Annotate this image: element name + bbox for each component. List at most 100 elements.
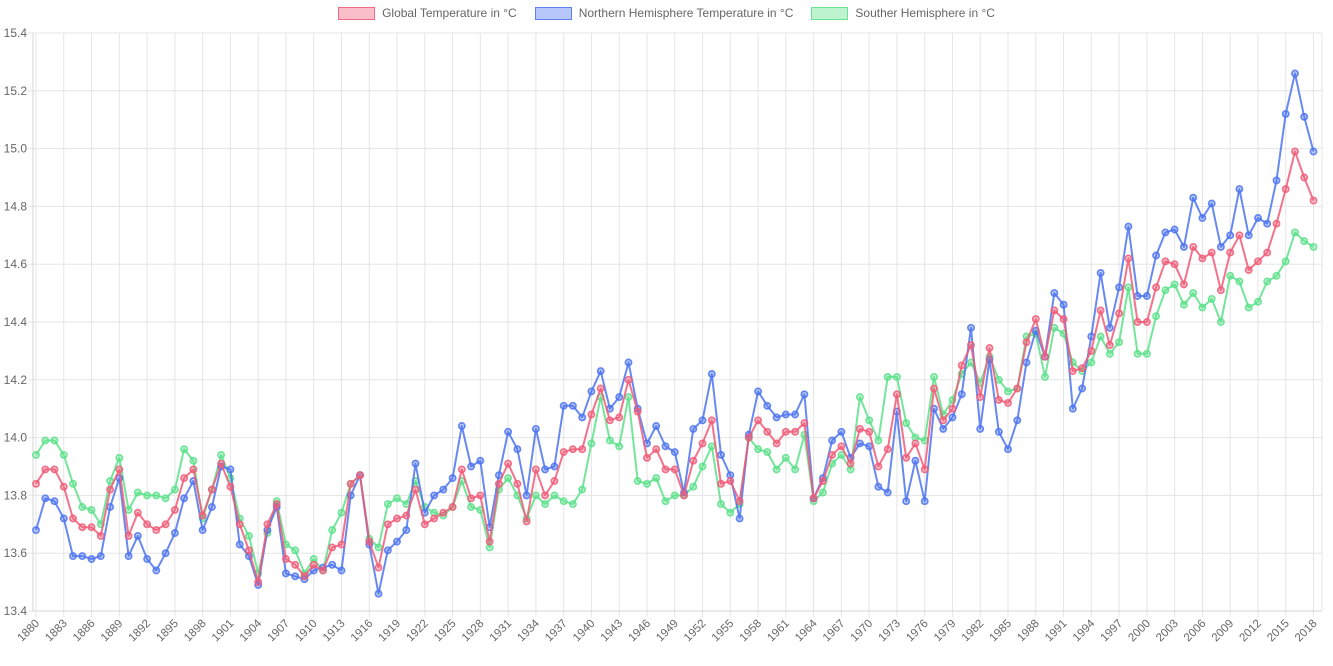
data-point-northern[interactable] — [411, 459, 420, 468]
data-point-southern[interactable] — [32, 450, 40, 459]
data-point-northern[interactable] — [1263, 219, 1272, 228]
data-point-southern[interactable] — [818, 488, 827, 497]
data-point-global[interactable] — [356, 471, 364, 480]
data-point-northern[interactable] — [1013, 416, 1022, 425]
data-point-global[interactable] — [809, 494, 818, 503]
data-point-global[interactable] — [272, 500, 281, 509]
data-point-global[interactable] — [217, 459, 226, 468]
data-point-global[interactable] — [1115, 309, 1124, 318]
data-point-southern[interactable] — [633, 477, 642, 485]
data-point-northern[interactable] — [1300, 112, 1309, 121]
data-point-southern[interactable] — [337, 508, 346, 517]
data-point-southern[interactable] — [652, 474, 661, 483]
data-point-global[interactable] — [531, 465, 540, 474]
data-point-northern[interactable] — [717, 450, 725, 459]
data-point-global[interactable] — [87, 523, 96, 532]
data-point-southern[interactable] — [754, 445, 763, 454]
data-point-southern[interactable] — [661, 497, 670, 506]
data-point-global[interactable] — [930, 384, 938, 393]
data-point-global[interactable] — [689, 456, 698, 465]
data-point-global[interactable] — [985, 344, 994, 352]
data-point-southern[interactable] — [1124, 283, 1133, 292]
data-point-northern[interactable] — [1050, 289, 1059, 298]
data-point-southern[interactable] — [1161, 286, 1170, 295]
data-point-global[interactable] — [78, 523, 87, 532]
data-point-global[interactable] — [846, 459, 855, 468]
data-point-northern[interactable] — [1244, 231, 1253, 240]
data-point-global[interactable] — [976, 393, 985, 402]
data-point-northern[interactable] — [670, 448, 679, 457]
data-point-northern[interactable] — [133, 531, 142, 540]
data-point-southern[interactable] — [994, 375, 1003, 384]
legend-item-northern[interactable]: Northern Hemisphere Temperature in °C — [534, 6, 793, 20]
data-point-northern[interactable] — [41, 494, 50, 503]
data-point-northern[interactable] — [1059, 300, 1068, 309]
data-point-northern[interactable] — [87, 555, 96, 563]
data-point-northern[interactable] — [439, 485, 448, 494]
data-point-southern[interactable] — [217, 450, 226, 459]
data-point-global[interactable] — [1281, 185, 1290, 194]
data-point-northern[interactable] — [531, 424, 540, 433]
data-point-southern[interactable] — [50, 436, 59, 445]
data-point-southern[interactable] — [837, 450, 846, 459]
data-point-southern[interactable] — [41, 436, 50, 445]
data-point-global[interactable] — [911, 439, 920, 448]
data-point-northern[interactable] — [504, 427, 513, 436]
data-point-global[interactable] — [1244, 266, 1253, 274]
data-point-southern[interactable] — [698, 462, 707, 471]
data-point-southern[interactable] — [605, 436, 614, 445]
data-point-southern[interactable] — [578, 485, 587, 494]
data-point-global[interactable] — [1179, 280, 1188, 289]
data-point-global[interactable] — [281, 555, 290, 563]
data-point-southern[interactable] — [1281, 257, 1290, 266]
data-point-global[interactable] — [143, 520, 152, 529]
data-point-northern[interactable] — [698, 416, 707, 425]
data-point-northern[interactable] — [967, 323, 975, 332]
data-point-global[interactable] — [439, 508, 448, 517]
data-point-southern[interactable] — [87, 505, 96, 514]
legend-item-southern[interactable]: Souther Hemisphere in °C — [811, 6, 995, 20]
data-point-global[interactable] — [892, 390, 901, 399]
data-point-northern[interactable] — [596, 367, 605, 376]
data-point-global[interactable] — [180, 474, 189, 483]
data-point-southern[interactable] — [1179, 300, 1188, 309]
data-point-global[interactable] — [319, 566, 327, 575]
data-point-southern[interactable] — [1216, 318, 1225, 326]
data-point-global[interactable] — [791, 427, 800, 436]
data-point-southern[interactable] — [383, 500, 392, 509]
data-point-southern[interactable] — [1272, 271, 1281, 280]
data-point-global[interactable] — [855, 424, 864, 433]
data-point-global[interactable] — [207, 485, 216, 494]
data-point-southern[interactable] — [689, 482, 698, 491]
data-point-global[interactable] — [254, 578, 263, 587]
data-point-global[interactable] — [661, 465, 670, 474]
data-point-northern[interactable] — [763, 401, 772, 410]
data-point-southern[interactable] — [1152, 312, 1161, 321]
data-point-northern[interactable] — [735, 514, 744, 523]
data-point-southern[interactable] — [152, 491, 161, 500]
data-point-northern[interactable] — [837, 427, 846, 436]
data-point-northern[interactable] — [291, 572, 300, 581]
data-point-northern[interactable] — [374, 589, 383, 598]
data-point-global[interactable] — [1142, 318, 1151, 326]
data-point-global[interactable] — [1050, 306, 1059, 315]
data-point-global[interactable] — [874, 462, 883, 471]
data-point-global[interactable] — [504, 459, 513, 468]
data-point-global[interactable] — [1226, 248, 1235, 257]
data-point-northern[interactable] — [281, 569, 290, 578]
data-point-northern[interactable] — [865, 442, 874, 451]
data-point-global[interactable] — [1254, 257, 1262, 266]
data-point-global[interactable] — [1078, 364, 1087, 373]
data-point-global[interactable] — [1059, 315, 1068, 324]
data-point-global[interactable] — [828, 450, 837, 459]
data-point-southern[interactable] — [328, 526, 337, 535]
data-point-northern[interactable] — [948, 413, 957, 422]
data-point-global[interactable] — [96, 531, 105, 540]
data-point-global[interactable] — [1096, 306, 1105, 315]
data-point-northern[interactable] — [874, 482, 883, 491]
data-point-northern[interactable] — [180, 494, 189, 503]
data-point-southern[interactable] — [1207, 294, 1216, 303]
data-point-global[interactable] — [374, 563, 383, 572]
data-point-global[interactable] — [1170, 260, 1179, 269]
data-point-northern[interactable] — [1254, 214, 1262, 222]
